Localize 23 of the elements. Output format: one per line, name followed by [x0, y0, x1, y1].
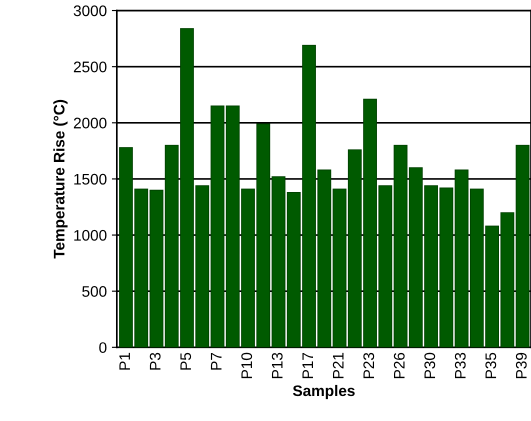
- x-tick-label: P33: [454, 352, 466, 378]
- x-tick-label: P30: [424, 352, 436, 378]
- x-tick-label: P23: [363, 352, 374, 378]
- y-tick-label: 0: [99, 342, 106, 354]
- y-tick-label: 1500: [74, 174, 107, 185]
- y-tick-label: 3000: [74, 5, 107, 16]
- y-tick-label: 500: [82, 286, 107, 297]
- x-tick-label: P1: [119, 352, 130, 370]
- y-tick-label: 1000: [74, 230, 107, 241]
- x-tick-label: P35: [485, 352, 496, 378]
- x-tick-label: P17: [302, 352, 313, 378]
- x-tick-label: P13: [272, 352, 283, 378]
- x-tick-label: P3: [150, 352, 161, 370]
- x-axis-title: Samples: [292, 384, 355, 400]
- y-tick-label: 2000: [74, 118, 107, 128]
- x-tick-label: P21: [332, 352, 344, 378]
- y-tick-label: 2500: [74, 62, 107, 72]
- x-tick-label: P10: [241, 352, 252, 378]
- x-tick-label: P7: [210, 352, 222, 370]
- x-tick-label: P5: [180, 352, 192, 370]
- x-tick-label: P26: [394, 352, 405, 378]
- x-tick-label: P39: [516, 352, 527, 378]
- y-axis-title: Temperature Rise (°C): [53, 100, 68, 258]
